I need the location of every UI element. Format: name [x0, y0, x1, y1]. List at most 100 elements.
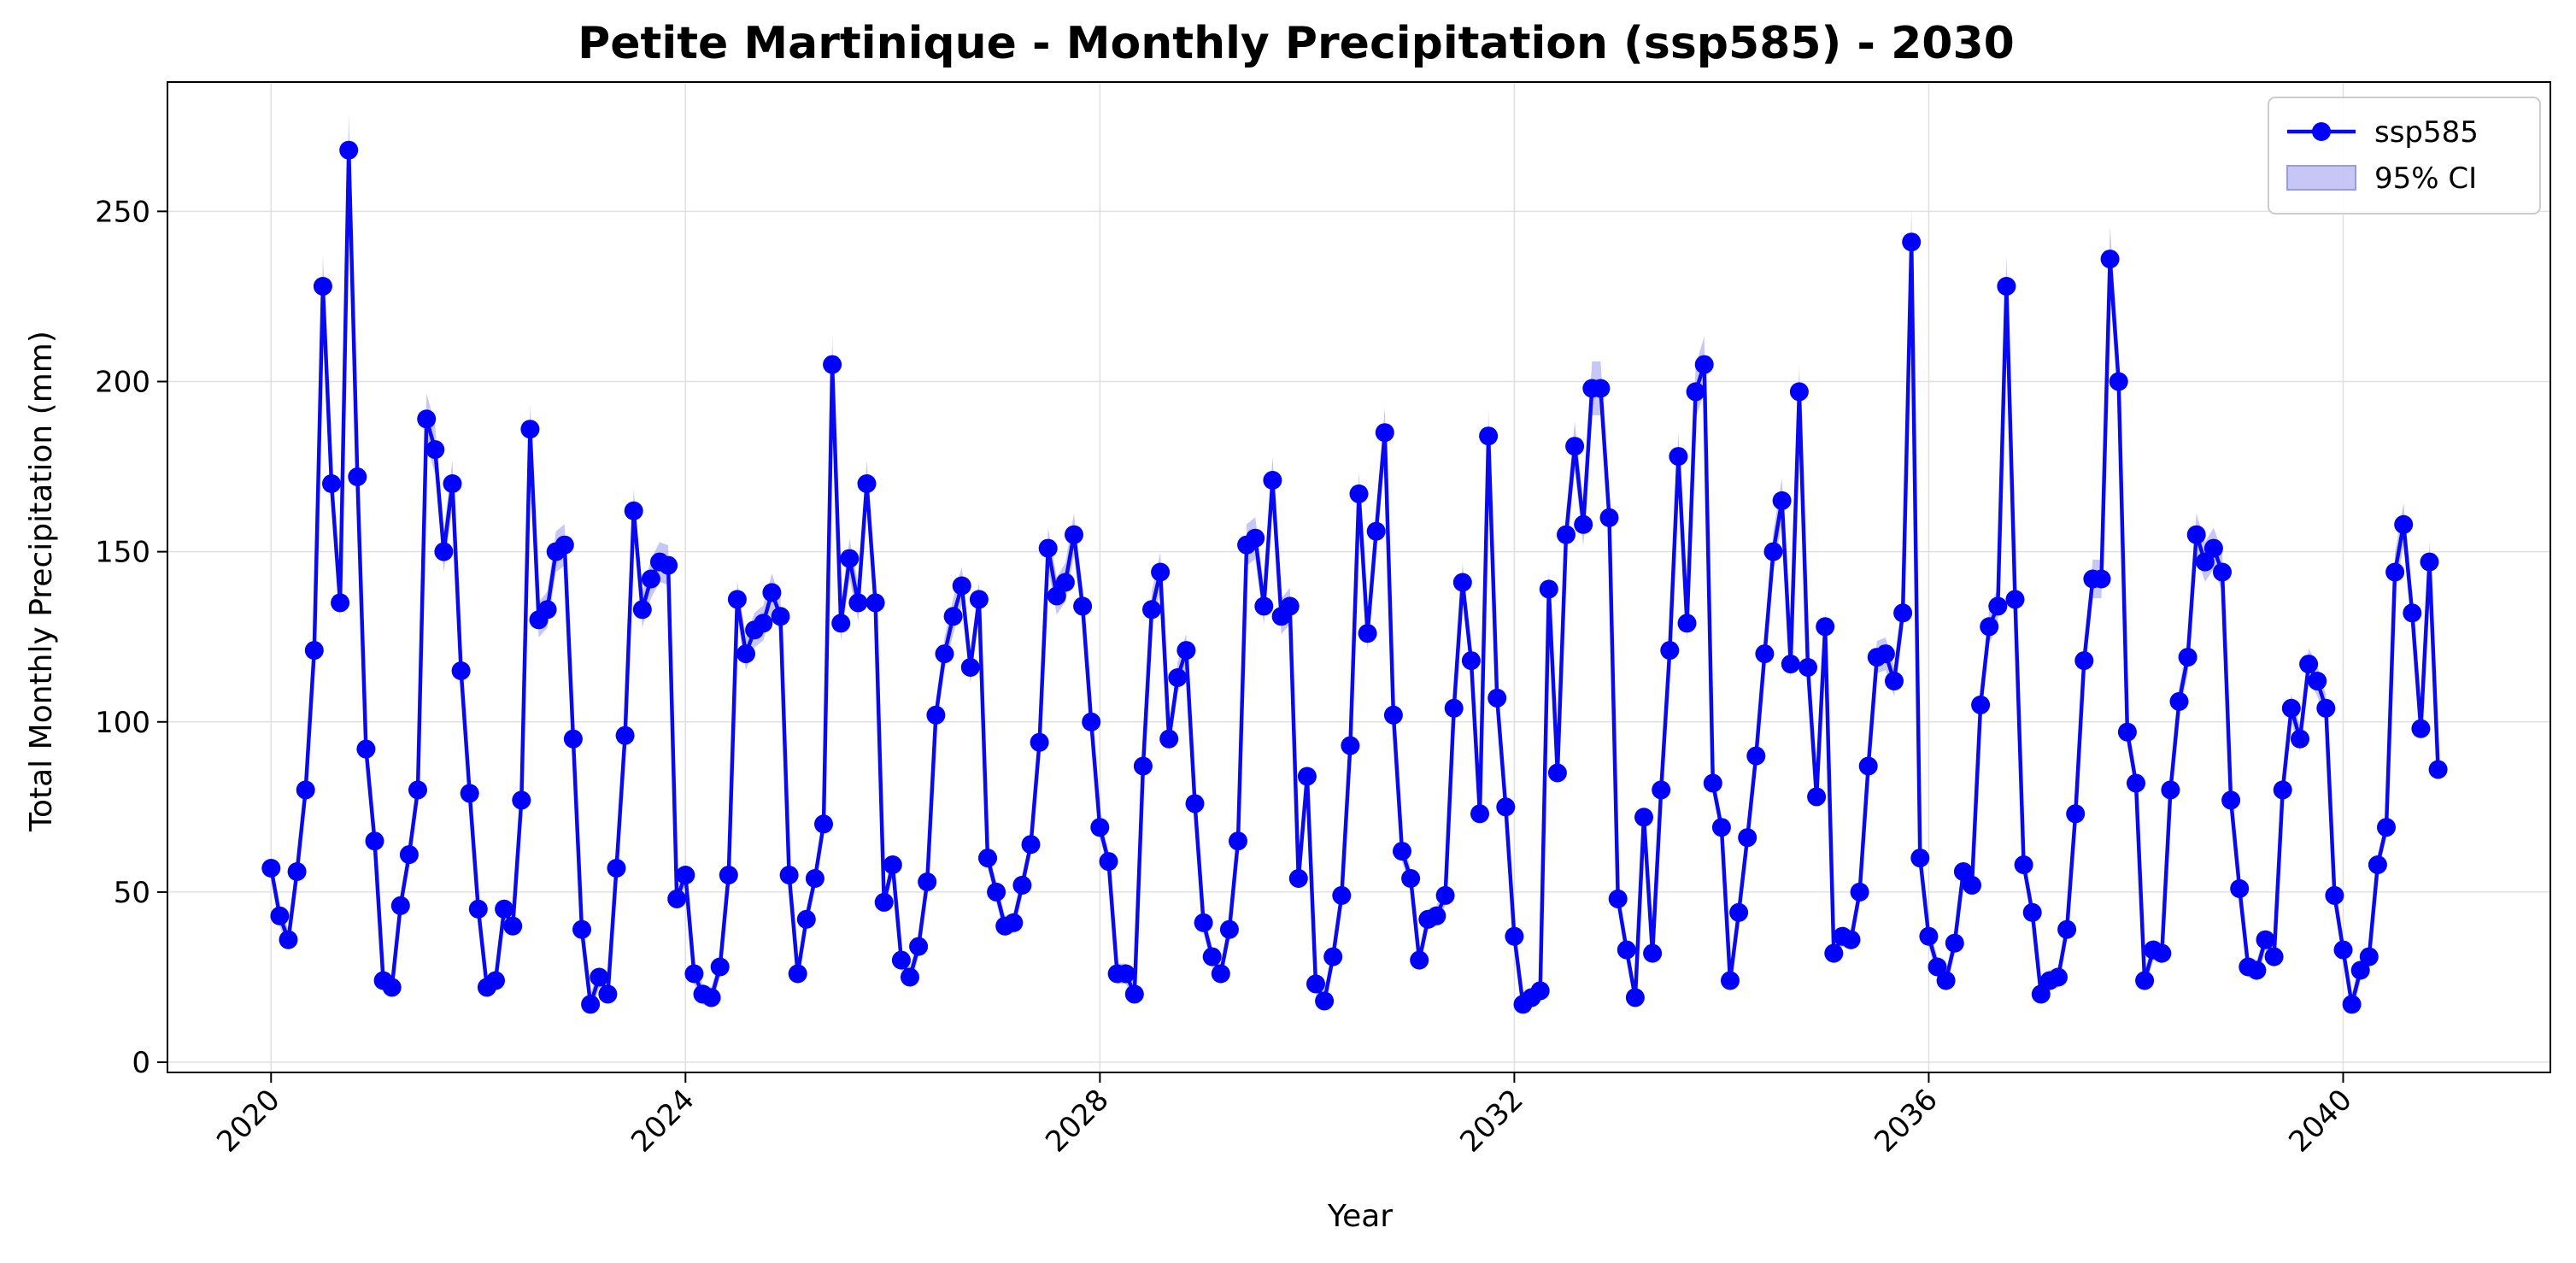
data-point: [1323, 947, 1343, 966]
data-point: [1004, 913, 1024, 932]
data-point: [1435, 885, 1455, 905]
data-point: [1427, 906, 1446, 925]
data-point: [1703, 773, 1722, 793]
y-tick-label: 100: [95, 706, 150, 740]
data-point: [1799, 658, 1817, 677]
data-point: [2135, 971, 2155, 990]
data-point: [2230, 878, 2250, 898]
data-point: [1375, 423, 1394, 443]
data-point: [2291, 729, 2309, 749]
data-point: [2299, 655, 2319, 674]
data-point: [2186, 525, 2206, 544]
data-point: [901, 967, 919, 987]
data-point: [2325, 885, 2344, 905]
data-point: [1875, 644, 1895, 664]
data-point: [2109, 372, 2128, 391]
data-point: [1124, 984, 1144, 1004]
data-point: [2057, 919, 2077, 939]
data-point: [2161, 780, 2180, 800]
data-point: [1945, 933, 1964, 953]
data-point: [468, 899, 488, 919]
data-point: [1038, 538, 1058, 558]
data-point: [960, 658, 980, 677]
data-point: [1816, 617, 1835, 637]
data-point: [572, 919, 591, 939]
y-tick-label: 50: [114, 876, 150, 910]
data-point: [719, 866, 738, 884]
data-point: [2308, 672, 2327, 690]
data-point: [581, 995, 601, 1014]
data-point: [1694, 355, 1714, 374]
data-point: [823, 355, 842, 374]
data-point: [2420, 552, 2439, 572]
y-tick-label: 200: [95, 365, 150, 399]
data-point: [1488, 688, 1507, 708]
data-point: [2273, 780, 2292, 800]
series-line-ssp585: [269, 148, 2440, 1007]
data-point: [1341, 736, 1360, 755]
data-point: [417, 409, 437, 429]
x-tick-label: 2032: [1453, 1083, 1529, 1159]
data-point: [1755, 644, 1775, 664]
y-axis-label: Total Monthly Precipitation (mm): [24, 331, 59, 832]
data-point: [1781, 655, 1800, 674]
data-point: [1936, 971, 1956, 990]
data-point: [2127, 773, 2145, 793]
data-point: [2256, 930, 2275, 949]
data-point: [1997, 277, 2016, 296]
legend: ssp585 95% CI: [2268, 97, 2541, 214]
data-point: [796, 909, 816, 929]
data-point: [831, 614, 851, 633]
data-point: [1479, 426, 1499, 446]
data-point: [2316, 698, 2336, 718]
data-point: [512, 790, 531, 810]
data-point: [1047, 586, 1066, 606]
data-point: [1133, 756, 1153, 776]
data-point: [857, 474, 877, 493]
data-point: [2022, 902, 2042, 922]
data-point: [1383, 705, 1403, 725]
data-point: [1807, 787, 1827, 807]
data-point: [1470, 804, 1489, 824]
data-point: [874, 892, 894, 912]
data-point: [1073, 596, 1093, 616]
data-point: [883, 855, 902, 874]
data-point: [1988, 596, 2008, 616]
data-point: [1280, 596, 1300, 616]
data-point: [1617, 940, 1636, 960]
data-point: [1444, 698, 1464, 718]
data-point: [2049, 967, 2068, 987]
data-point: [1452, 573, 1472, 592]
data-point: [2221, 790, 2241, 810]
data-point: [736, 644, 755, 664]
data-point: [779, 866, 799, 884]
data-point: [304, 641, 324, 661]
data-point: [1505, 926, 1524, 946]
grid-lines: [167, 82, 2550, 1072]
data-point: [1539, 579, 1558, 599]
data-point: [891, 950, 911, 970]
data-point: [952, 576, 971, 596]
data-point: [918, 872, 937, 891]
data-point: [943, 607, 963, 626]
data-point: [270, 906, 290, 925]
data-point: [365, 831, 384, 851]
x-tick-label: 2040: [2282, 1083, 2358, 1159]
data-point: [1496, 797, 1516, 817]
data-point: [1660, 641, 1680, 661]
data-point: [2117, 722, 2137, 742]
data-point: [399, 845, 419, 865]
data-point: [1669, 447, 1688, 467]
data-point: [1168, 668, 1188, 687]
plot-frame: [167, 81, 2551, 1073]
data-point: [1763, 542, 1783, 561]
data-point: [2403, 603, 2422, 623]
data-point: [2014, 855, 2033, 874]
x-tick-label: 2024: [625, 1083, 701, 1159]
data-point: [2377, 818, 2396, 837]
data-point: [1185, 794, 1205, 814]
data-point: [909, 937, 929, 956]
data-point: [2281, 698, 2301, 718]
data-point: [1219, 919, 1239, 939]
